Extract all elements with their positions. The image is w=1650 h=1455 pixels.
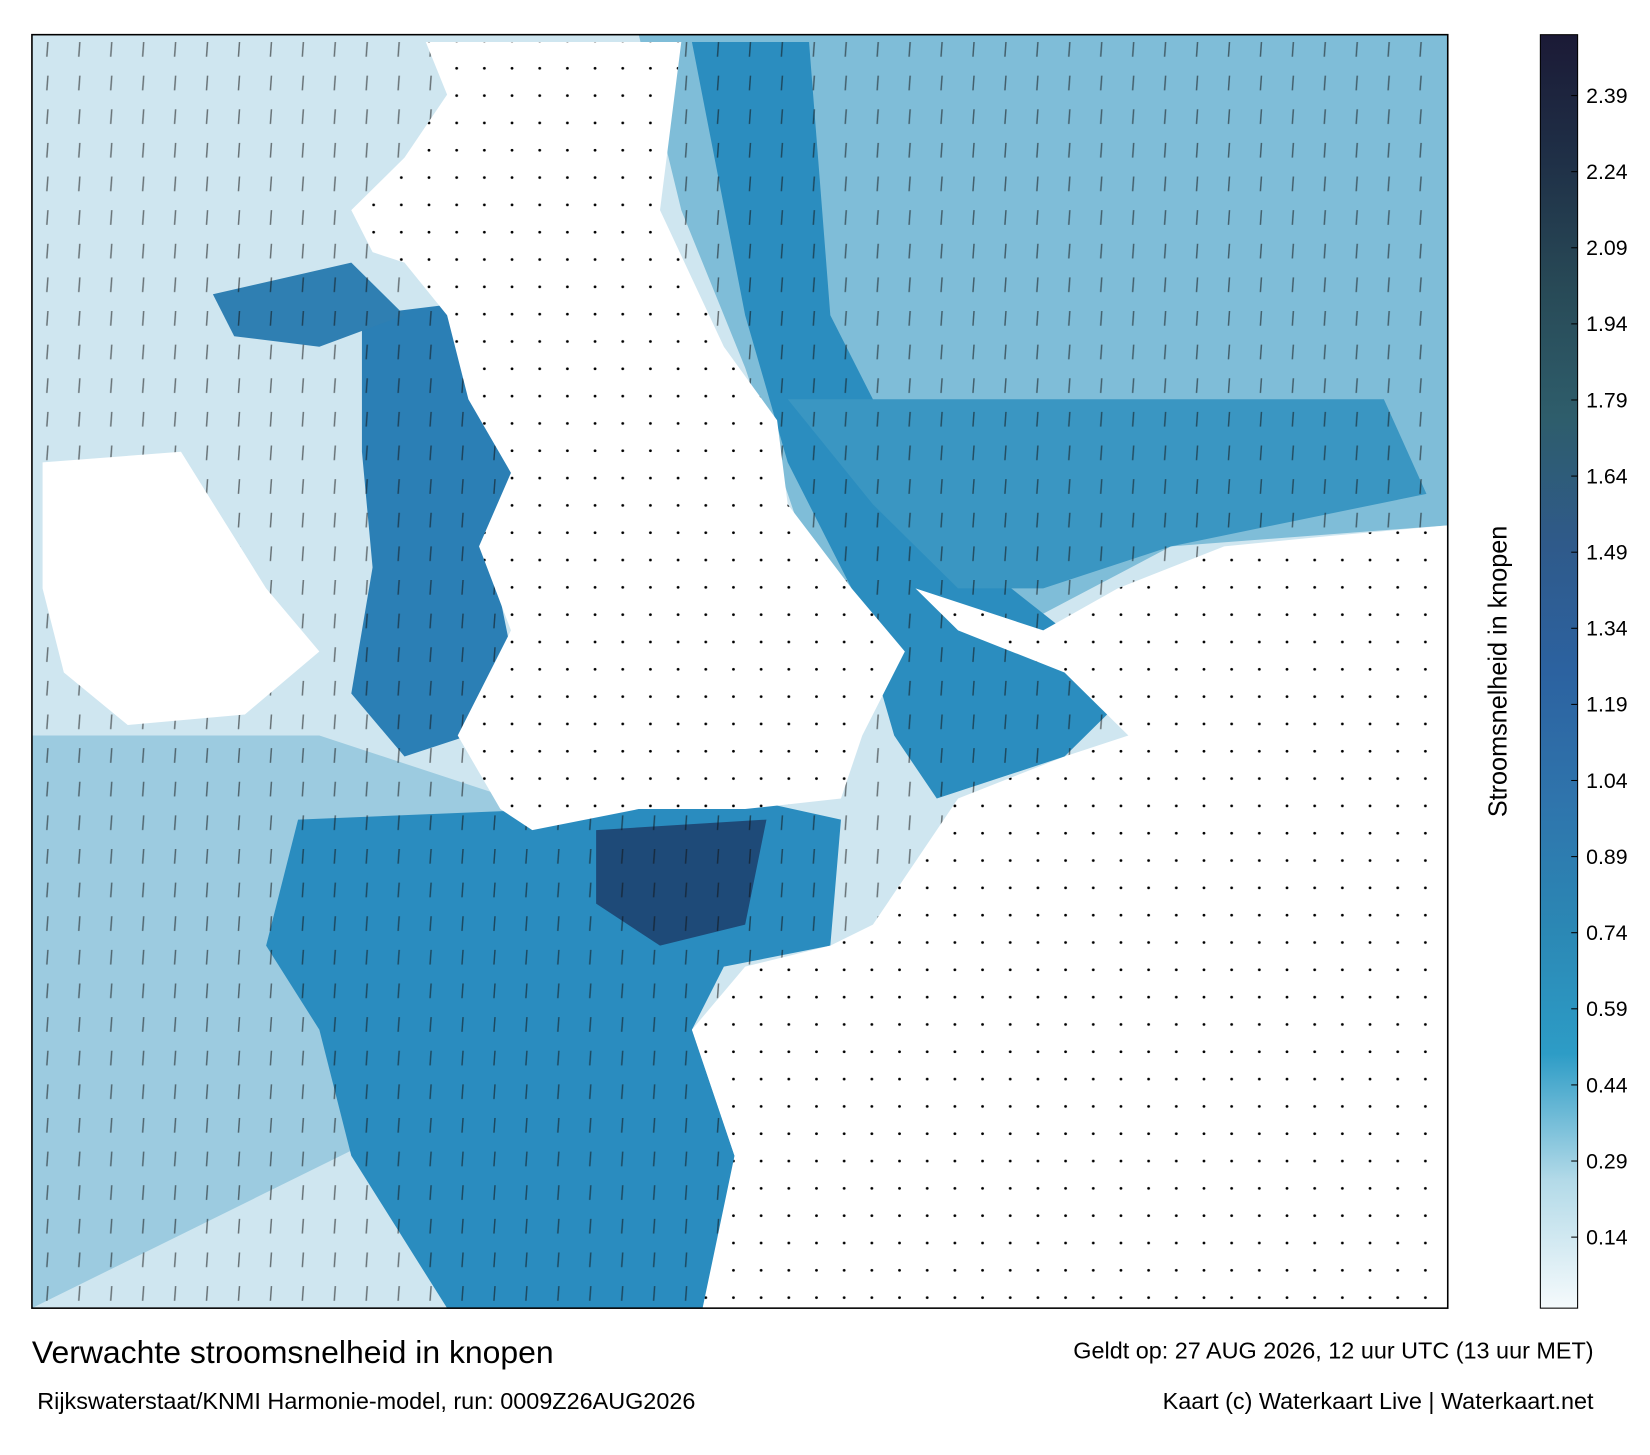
land <box>42 451 320 725</box>
colorbar-tick-label: 0.74 <box>1586 922 1628 945</box>
map-area <box>31 34 1448 1309</box>
colorbar-tick-label: 1.04 <box>1586 770 1628 793</box>
colorbar-tick-label: 0.14 <box>1586 1227 1628 1250</box>
map-frame <box>31 33 1449 1309</box>
colorbar-tick-label: 2.09 <box>1586 237 1627 260</box>
colorbar-tick-label: 1.49 <box>1586 542 1627 565</box>
colorbar-tick-label: 1.79 <box>1586 389 1627 412</box>
colorbar-tick-label: 1.64 <box>1586 466 1628 489</box>
colorbar-tick-label: 1.34 <box>1586 618 1628 641</box>
colorbar-label: Stroomsnelheid in knopen <box>1484 526 1512 818</box>
colorbar-tick-label: 1.19 <box>1586 694 1627 717</box>
colorbar-tick-label: 2.24 <box>1586 161 1628 184</box>
title: Verwachte stroomsnelheid in knopen <box>32 1334 554 1370</box>
colorbar-tick-label: 0.89 <box>1586 846 1627 869</box>
colorbar-tick-label: 2.39 <box>1586 85 1627 108</box>
valid-time: Geldt op: 27 AUG 2026, 12 uur UTC (13 uu… <box>1073 1338 1593 1364</box>
land <box>351 42 905 831</box>
colorbar-tick-label: 0.59 <box>1586 998 1627 1021</box>
credit: Kaart (c) Waterkaart Live | Waterkaart.n… <box>1163 1388 1594 1414</box>
colorbar <box>1539 34 1579 1309</box>
subtitle: Rijkswaterstaat/KNMI Harmonie-model, run… <box>37 1388 695 1414</box>
colorbar-tick-label: 1.94 <box>1586 313 1628 336</box>
colorbar-tick-label: 0.44 <box>1586 1074 1628 1097</box>
colorbar-tick-label: 0.29 <box>1586 1150 1627 1173</box>
land <box>691 525 1448 1309</box>
